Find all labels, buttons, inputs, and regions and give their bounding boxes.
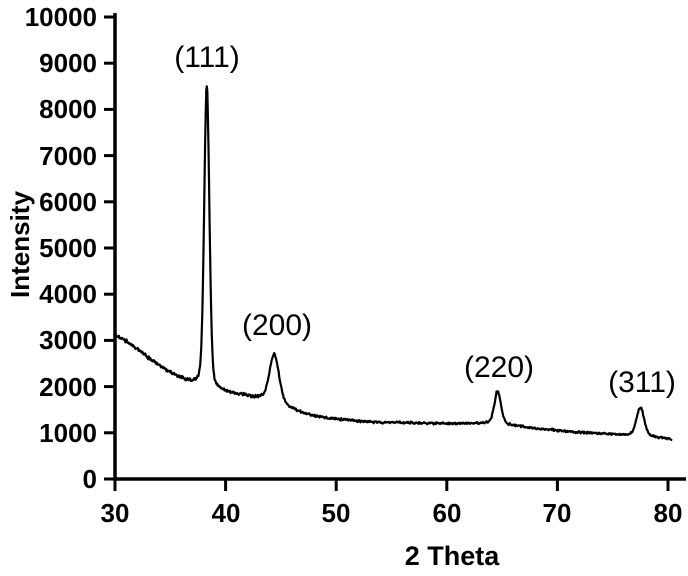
y-axis-title: Intensity (5, 191, 35, 299)
y-tick-label-5000: 5000 (39, 233, 97, 263)
y-tick-label-2000: 2000 (39, 372, 97, 402)
x-tick-label-40: 40 (211, 498, 241, 528)
y-tick-label-1000: 1000 (39, 418, 97, 448)
x-axis-title: 2 Theta (404, 541, 500, 571)
y-tick-label-7000: 7000 (39, 141, 97, 171)
y-tick-label-6000: 6000 (39, 187, 97, 217)
y-tick-label-4000: 4000 (39, 279, 97, 309)
y-tick-label-0: 0 (82, 464, 97, 494)
x-tick-label-70: 70 (542, 498, 572, 528)
axes (104, 13, 686, 491)
x-tick-label-50: 50 (321, 498, 351, 528)
y-tick-label-10000: 10000 (24, 2, 97, 32)
xrd-trace (113, 85, 673, 441)
peak-label-311: (311) (608, 366, 676, 399)
peak-label-111: (111) (174, 41, 240, 74)
x-tick-label-80: 80 (653, 498, 683, 528)
peak-label-220: (220) (463, 351, 535, 384)
x-tick-label-30: 30 (100, 498, 130, 528)
y-tick-label-3000: 3000 (39, 325, 97, 355)
peak-label-200: (200) (241, 309, 313, 342)
x-tick-label-60: 60 (432, 498, 462, 528)
y-tick-label-9000: 9000 (39, 48, 97, 78)
y-tick-label-8000: 8000 (39, 94, 97, 124)
